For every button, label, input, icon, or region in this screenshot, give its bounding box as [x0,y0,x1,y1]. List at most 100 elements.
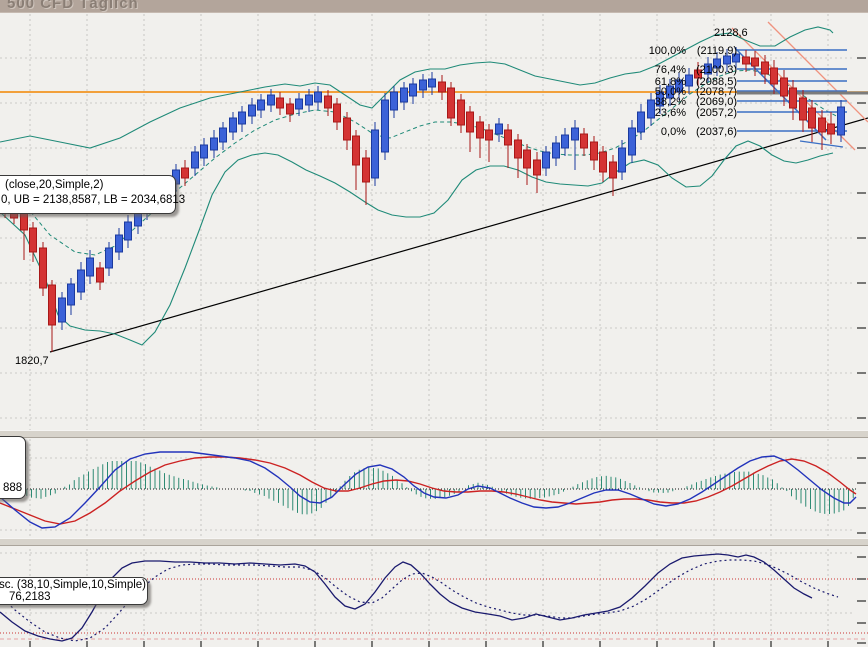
fibonacci-price-label: (2088,5) [696,76,737,88]
candle-down [599,151,607,173]
candle-up [229,117,237,133]
candle-up [295,98,303,110]
candle-up [409,83,417,97]
candle-up [390,91,398,111]
candle-down [514,139,522,159]
candle-up [248,104,256,117]
candle-up [419,79,427,91]
candle-up [628,127,636,156]
fibonacci-price-label: (2057,2) [696,107,737,119]
fibonacci-price-label: (2078,7) [696,86,737,98]
panel-separator[interactable] [0,430,868,438]
candle-down [827,123,835,135]
candle-up [685,74,693,87]
candle-up [637,111,645,133]
macd-line [0,451,857,529]
candle-down [770,67,778,85]
fibonacci-pct-label: 0,0% [661,126,686,138]
bollinger-label-line2: 0, UB = 2138,8587, LB = 2034,6813 [1,194,186,206]
macd-signal-line [0,456,857,525]
candle-up [58,297,66,323]
candle-up [837,106,845,136]
peak-price-annotation: 2128,6 [714,27,748,39]
bollinger-indicator-label-box[interactable]: (close,20,Simple,2) 0, UB = 2138,8587, L… [0,175,185,214]
candle-down [447,87,455,119]
candle-up [115,234,123,253]
fibonacci-price-label: (2119,9) [697,45,737,57]
candle-up [314,91,322,103]
bollinger-label-line1: (close,20,Simple,2) [5,179,104,191]
candle-up [238,111,246,125]
candle-up [257,99,265,111]
candle-down [504,129,512,146]
candle-up [561,134,569,149]
macd-indicator-label-box[interactable]: 888 [0,436,26,499]
fibonacci-pct-label: 38,2% [655,96,686,108]
candle-up [305,94,313,106]
candle-down [609,161,617,179]
candle-down [590,141,598,161]
candle-down [457,99,465,126]
candle-down [438,81,446,93]
fibonacci-pct-label: 100,0% [649,45,687,57]
bollinger-upper-band [0,26,834,149]
salmon-channel-line [767,21,868,123]
candle-up [704,63,712,75]
candle-up [542,151,550,169]
macd-label-value: 888 [3,482,23,494]
panel-separator[interactable] [0,538,868,546]
candle-up [713,58,721,69]
candle-up [428,78,436,88]
candle-up [77,269,85,293]
candle-down [485,129,493,141]
fibonacci-pct-label: 76,4% [655,64,686,76]
candle-down [580,133,588,149]
candle-down [476,121,484,139]
fibonacci-price-label: (2069,0) [696,96,737,108]
candle-down [799,97,807,121]
candle-down [362,157,370,183]
candle-down [780,77,788,97]
candle-up [124,221,132,241]
window-titlebar[interactable]: 500 CFD Täglich [0,0,868,13]
candle-down [96,267,104,283]
candle-down [333,103,341,123]
stochastic-indicator-label-box[interactable]: sc. (38,10,Simple,10,Simple) 76,2183 [0,577,148,605]
candle-up [210,137,218,151]
fibonacci-pct-label: 23,6% [655,107,686,119]
candle-up [267,94,275,106]
candle-up [647,99,655,119]
candle-up [675,79,683,93]
candle-up [200,144,208,159]
candle-down [808,107,816,129]
candle-down [694,69,702,79]
candle-up [666,85,674,99]
candle-down [742,56,750,65]
candle-down [818,117,826,133]
candle-up [495,123,503,135]
candle-up [191,151,199,169]
low-price-annotation: 1820,7 [15,355,49,367]
candle-down [751,57,759,67]
candle-up [732,53,740,63]
candle-up [67,283,75,306]
fibonacci-pct-label: 61,8% [655,76,686,88]
candle-down [352,135,360,166]
bollinger-lower-band [0,140,834,346]
candle-down [761,61,769,75]
candle-up [105,247,113,269]
candle-up [723,55,731,65]
candle-up [656,91,664,107]
window-title: 500 CFD Täglich [7,0,139,12]
candle-up [552,142,560,159]
candle-up [219,127,227,143]
candle-up [86,257,94,277]
stochastic-k-line [0,553,813,642]
stochastic-label-line1: sc. (38,10,Simple,10,Simple) [0,579,147,591]
candle-down [20,211,28,231]
fibonacci-pct-label: 50,0% [655,86,686,98]
candle-down [466,111,474,133]
ascending-trendline [49,117,868,353]
